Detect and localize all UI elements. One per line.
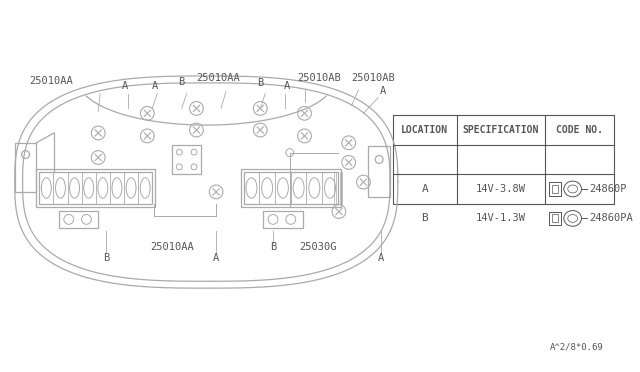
Bar bbox=[15, 143, 36, 192]
Bar bbox=[36, 169, 155, 206]
Text: 25010AA: 25010AA bbox=[196, 73, 240, 83]
Text: B: B bbox=[103, 253, 109, 263]
Bar bbox=[59, 211, 98, 228]
Text: B: B bbox=[179, 77, 185, 87]
Bar bbox=[241, 169, 341, 206]
Text: 25010AA: 25010AA bbox=[29, 76, 73, 86]
Text: 14V-3.8W: 14V-3.8W bbox=[476, 184, 526, 194]
Text: SPECIFICATION: SPECIFICATION bbox=[463, 125, 539, 135]
Bar bbox=[263, 211, 303, 228]
Text: B: B bbox=[270, 242, 276, 252]
Text: A^2/8*0.69: A^2/8*0.69 bbox=[550, 342, 604, 351]
Text: A: A bbox=[422, 184, 428, 194]
Text: A: A bbox=[378, 253, 384, 263]
Text: 24860P: 24860P bbox=[589, 184, 627, 194]
Bar bbox=[552, 185, 558, 193]
Bar bbox=[549, 182, 561, 196]
Text: A: A bbox=[284, 81, 290, 91]
Text: 25030G: 25030G bbox=[300, 242, 337, 252]
Text: 14V-1.3W: 14V-1.3W bbox=[476, 214, 526, 224]
Bar bbox=[393, 115, 614, 204]
Bar bbox=[244, 172, 338, 204]
Bar bbox=[39, 172, 152, 204]
Text: 24860PA: 24860PA bbox=[589, 214, 633, 224]
Bar bbox=[552, 215, 558, 222]
Bar bbox=[369, 146, 390, 197]
Text: B: B bbox=[257, 78, 264, 88]
Bar bbox=[172, 145, 202, 174]
Text: A: A bbox=[122, 81, 128, 91]
Text: A: A bbox=[213, 253, 220, 263]
Bar bbox=[549, 212, 561, 225]
Text: 25010AB: 25010AB bbox=[298, 73, 341, 83]
Text: 25010AB: 25010AB bbox=[351, 73, 396, 83]
Text: LOCATION: LOCATION bbox=[401, 125, 449, 135]
Text: A: A bbox=[152, 81, 158, 91]
Text: CODE NO.: CODE NO. bbox=[556, 125, 603, 135]
Text: B: B bbox=[422, 214, 428, 224]
Text: 25010AA: 25010AA bbox=[150, 242, 194, 252]
Text: A: A bbox=[380, 86, 386, 96]
